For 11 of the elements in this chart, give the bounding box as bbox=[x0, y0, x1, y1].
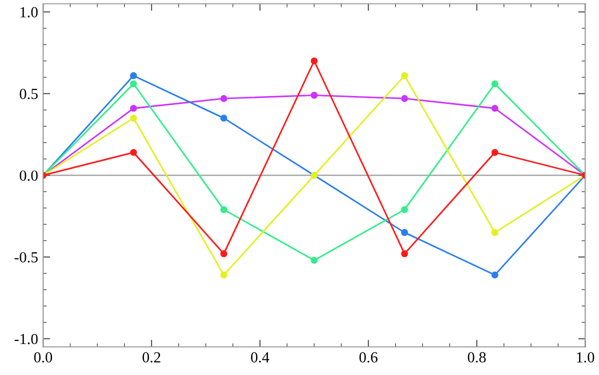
x-tick-label: 0.6 bbox=[359, 352, 378, 363]
y-tick-label: 0.5 bbox=[20, 88, 38, 100]
x-tick-label: 0.4 bbox=[251, 352, 270, 363]
y-tick-label: 1.0 bbox=[20, 7, 38, 18]
x-tick-label: 0.2 bbox=[142, 352, 160, 363]
x-tick-label: 0.0 bbox=[34, 352, 52, 363]
y-tick-label: 0.0 bbox=[20, 170, 38, 181]
x-tick-label: 1.0 bbox=[577, 352, 594, 363]
x-tick-label: 0.8 bbox=[468, 352, 486, 363]
y-tick-label: -1.0 bbox=[14, 334, 38, 344]
y-tick-label: -0.5 bbox=[14, 252, 38, 263]
